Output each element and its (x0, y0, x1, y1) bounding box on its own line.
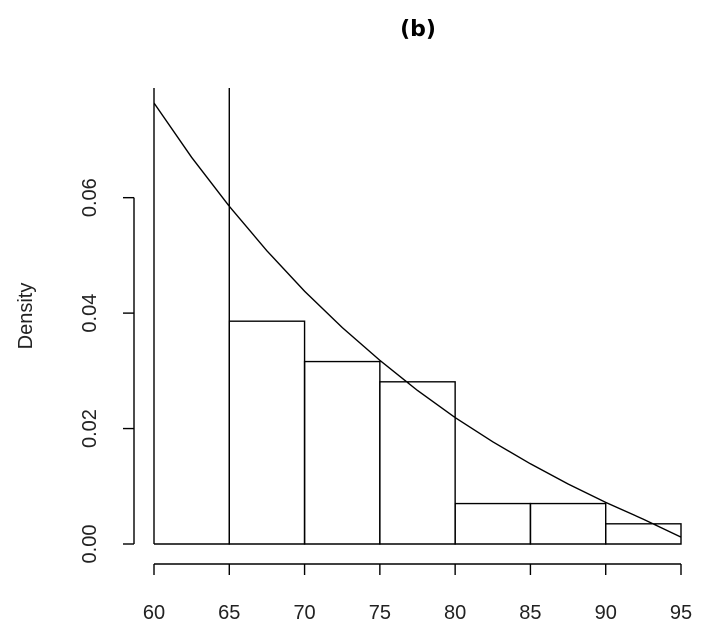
y-tick-label-2: 0.04 (79, 294, 101, 333)
histogram-bar-2 (303, 360, 381, 545)
histogram-bars (153, 88, 682, 545)
x-tick-label-6: 90 (595, 602, 617, 624)
y-axis: 0.00 0.02 0.04 0.06 (79, 178, 135, 564)
y-tick-label-1: 0.02 (79, 409, 101, 448)
histogram-bar-1 (228, 320, 306, 545)
x-tick-label-5: 85 (519, 602, 541, 624)
x-tick-label-0: 60 (143, 602, 165, 624)
x-tick-label-4: 80 (444, 602, 466, 624)
y-tick-label-0: 0.00 (79, 525, 101, 564)
histogram-bar-3 (379, 381, 456, 545)
x-tick-label-3: 75 (369, 602, 391, 624)
histogram-bar-5 (529, 502, 607, 545)
x-axis: 60 65 70 75 80 85 90 95 (143, 563, 692, 624)
histogram-bar-6 (605, 523, 682, 545)
y-tick-label-3: 0.06 (79, 178, 101, 217)
histogram-bar-4 (454, 502, 532, 545)
x-tick-label-2: 70 (293, 602, 315, 624)
x-tick-label-1: 65 (218, 602, 240, 624)
chart-title: (b) (400, 17, 436, 42)
x-tick-label-7: 95 (670, 602, 692, 624)
density-curve (153, 102, 682, 538)
y-axis-label: Density (15, 283, 37, 350)
